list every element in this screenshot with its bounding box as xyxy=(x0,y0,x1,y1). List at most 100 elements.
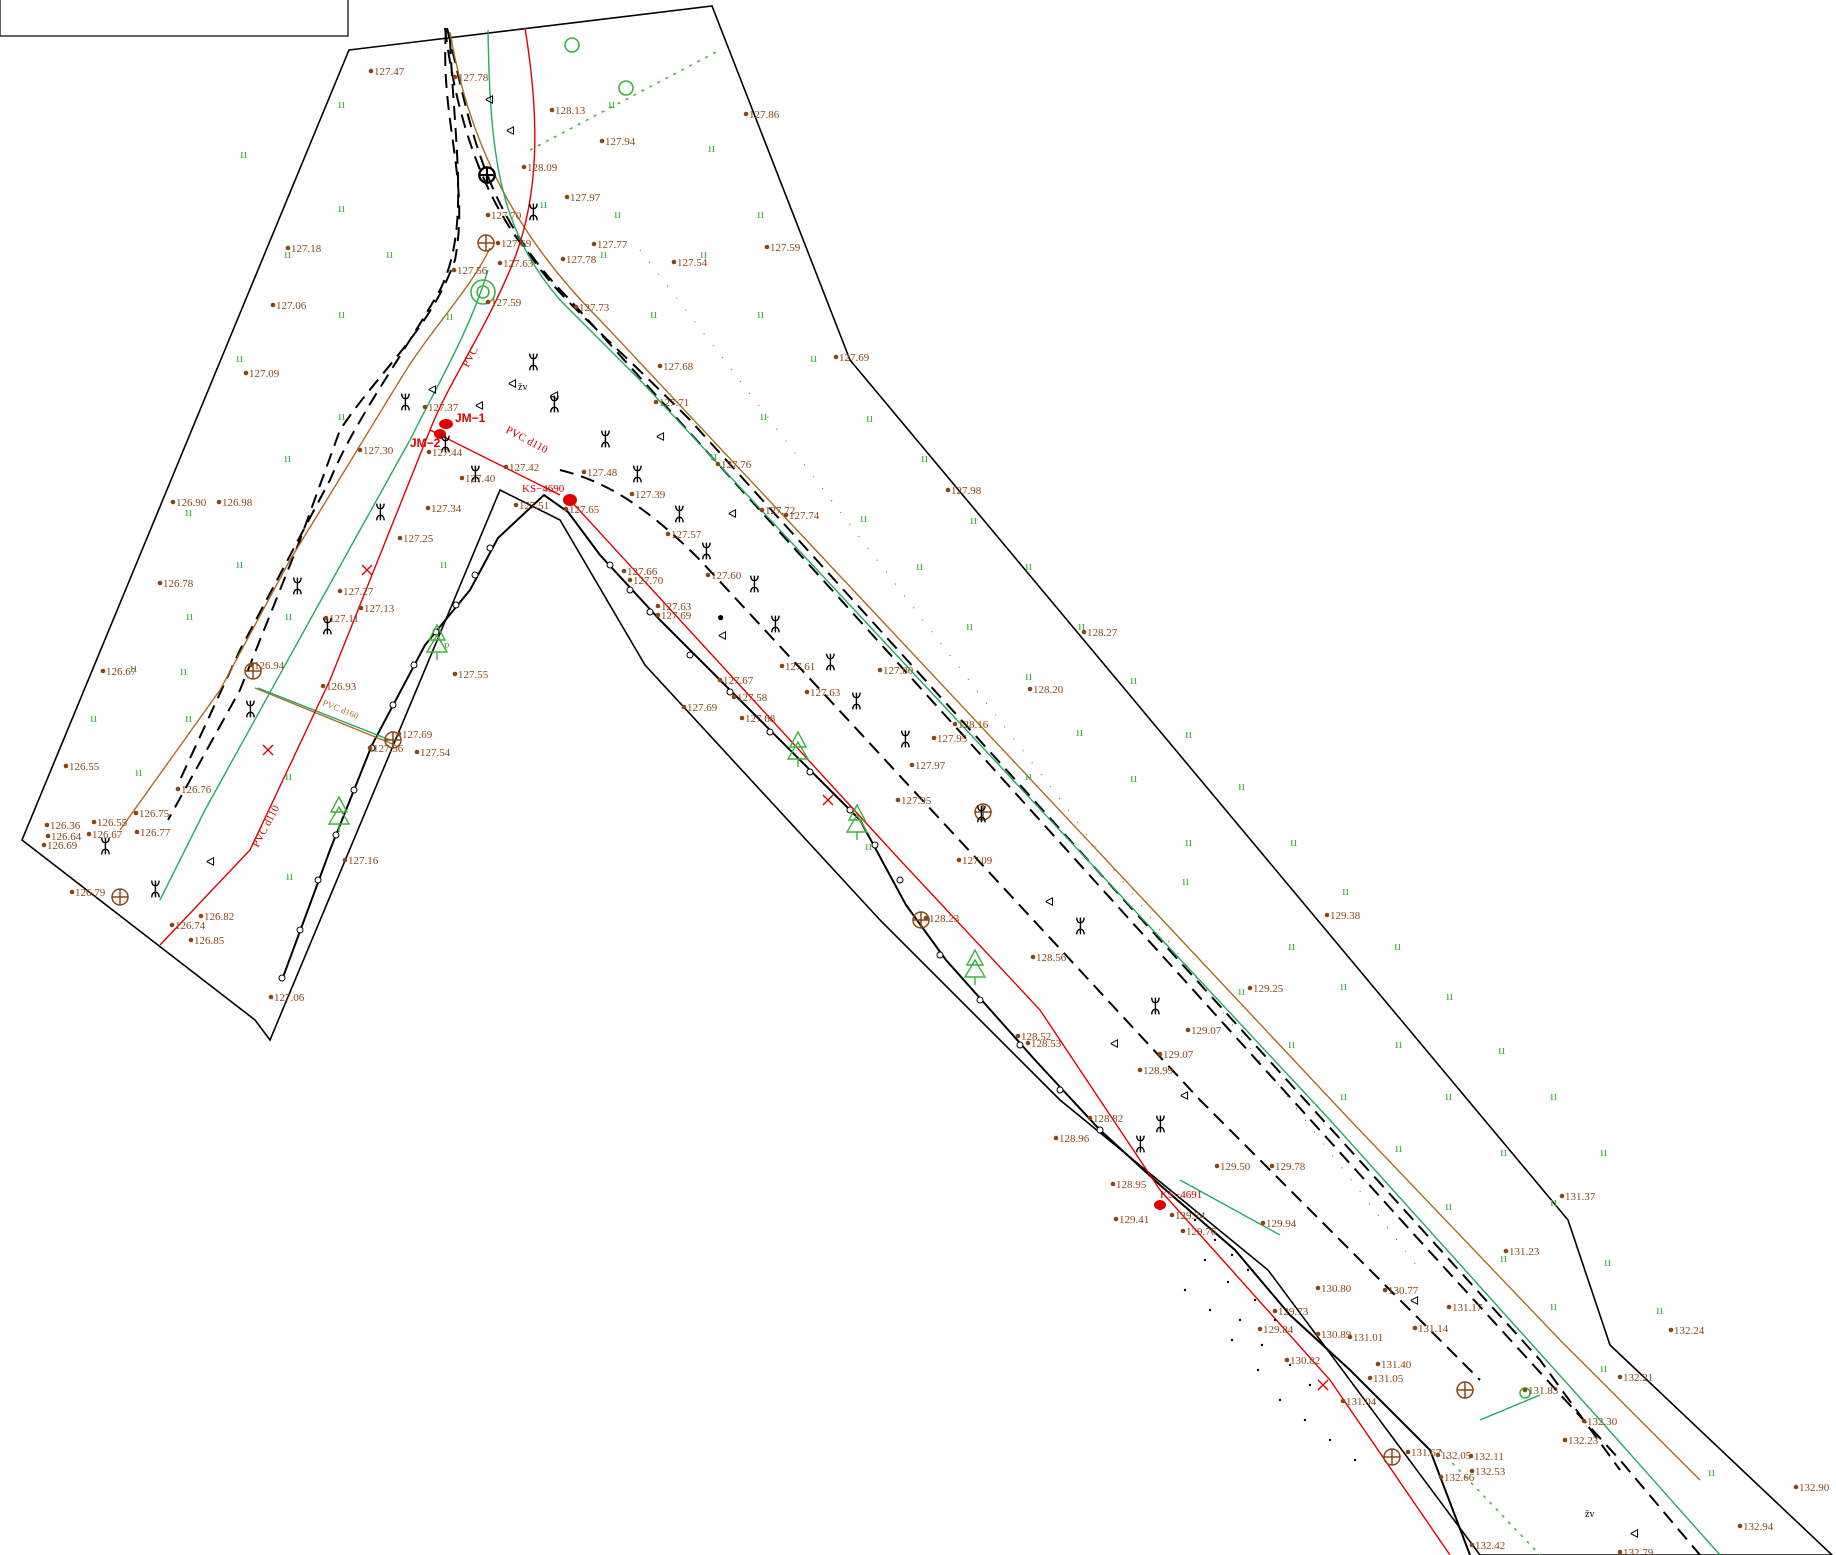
spot-height-label: 131.14 xyxy=(1418,1323,1449,1335)
svg-text:ᛯ: ᛯ xyxy=(292,576,303,596)
spot-height-label: 127.42 xyxy=(509,462,539,474)
svg-text:ıı: ıı xyxy=(338,306,346,321)
svg-text:ıı: ıı xyxy=(1238,983,1246,998)
svg-text:ᐊ: ᐊ xyxy=(206,855,215,869)
svg-text:ıı: ıı xyxy=(1182,873,1190,888)
spot-height-label: 129.50 xyxy=(1220,1161,1251,1173)
spot-height-label: 127.06 xyxy=(274,992,305,1004)
spot-point xyxy=(1340,1398,1346,1404)
svg-text:ıı: ıı xyxy=(284,450,292,465)
svg-text:ıı: ıı xyxy=(1600,1144,1608,1159)
spot-height-label: 131.83 xyxy=(1528,1385,1559,1397)
svg-text:ıı: ıı xyxy=(440,556,448,571)
spot-point xyxy=(1375,1361,1381,1367)
svg-text:ıı: ıı xyxy=(608,96,616,111)
spot-height-label: 127.40 xyxy=(465,473,496,485)
spot-point xyxy=(368,68,374,74)
spot-point xyxy=(1272,1308,1278,1314)
spot-height-label: 130.80 xyxy=(1321,1283,1352,1295)
spot-height-label: 126.85 xyxy=(194,935,225,947)
label-zv-a: žv xyxy=(518,382,527,393)
spot-height-label: 131.01 xyxy=(1353,1332,1383,1344)
svg-text:ıı: ıı xyxy=(240,146,248,161)
spot-height-label: 126.76 xyxy=(181,784,212,796)
svg-text:ᐊ: ᐊ xyxy=(550,389,559,403)
spot-height-label: 130.89 xyxy=(1321,1329,1352,1341)
spot-height-label: 128.96 xyxy=(1059,1133,1090,1145)
spot-height-label: 127.39 xyxy=(635,489,666,501)
spot-point xyxy=(833,354,839,360)
spot-point xyxy=(1113,1216,1119,1222)
spot-height-label: 126.79 xyxy=(75,887,106,899)
spot-point xyxy=(320,683,326,689)
spot-height-label: 132.11 xyxy=(1474,1451,1504,1463)
red-crosses xyxy=(262,564,1329,1391)
spot-point xyxy=(655,612,661,618)
spot-height-label: 127.56 xyxy=(457,265,488,277)
spot-point xyxy=(804,689,810,695)
spot-height-label: 127.59 xyxy=(491,297,522,309)
svg-text:ıı: ıı xyxy=(1656,1302,1664,1317)
spot-point xyxy=(1247,985,1253,991)
spot-point xyxy=(945,487,951,493)
spot-point xyxy=(285,245,291,251)
tree-icon xyxy=(963,948,987,985)
title-block-frame xyxy=(0,0,349,37)
svg-text:ıı: ıı xyxy=(710,448,718,463)
svg-text:ᛯ: ᛯ xyxy=(600,429,611,449)
spot-point xyxy=(521,164,527,170)
spot-point xyxy=(1214,1163,1220,1169)
svg-text:ıı: ıı xyxy=(1130,770,1138,785)
svg-text:ᐊ: ᐊ xyxy=(1045,895,1054,909)
spot-height-label: 128.99 xyxy=(1143,1065,1174,1077)
svg-text:ᐊ: ᐊ xyxy=(485,93,494,107)
spot-height-label: 131.05 xyxy=(1373,1373,1404,1385)
spot-point xyxy=(397,535,403,541)
spot-point xyxy=(743,111,749,117)
grass-markers: ıı ıı ıı ıı ıı ıı ıı ıı ıı ıı ıı ıı ıı ıı ıı ıı ıı ıı… xyxy=(90,96,1716,1479)
svg-text:ıı: ıı xyxy=(185,710,193,725)
manhole-icon xyxy=(912,911,930,929)
spot-point xyxy=(1668,1327,1674,1333)
spot-height-label: 127.69 xyxy=(501,238,532,250)
spot-point xyxy=(717,677,723,683)
svg-text:ᛯ: ᛯ xyxy=(900,729,911,749)
spot-point xyxy=(422,404,428,410)
svg-text:ıı: ıı xyxy=(286,868,294,883)
spot-height-label: 127.67 xyxy=(723,675,754,687)
label-ks4691: KS−4691 xyxy=(1160,1189,1202,1201)
spot-height-label: 127.74 xyxy=(789,510,820,522)
spot-point xyxy=(627,577,633,583)
spot-point xyxy=(358,605,364,611)
spot-point xyxy=(1522,1387,1528,1393)
svg-text:ıı: ıı xyxy=(1446,988,1454,1003)
manholes xyxy=(111,234,1474,1466)
spot-point xyxy=(1438,1474,1444,1480)
spot-height-label: 131.04 xyxy=(1346,1396,1377,1408)
spot-point xyxy=(655,603,661,609)
spot-height-label: 127.95 xyxy=(937,733,968,745)
spot-point xyxy=(1169,1212,1175,1218)
spot-height-label: 127.66 xyxy=(627,566,658,578)
parcel-boundary xyxy=(21,5,1834,1555)
spot-point xyxy=(1324,912,1330,918)
svg-text:ıı: ıı xyxy=(1238,778,1246,793)
svg-text:ıı: ıı xyxy=(386,246,394,261)
label-jm1: JM−1 xyxy=(455,411,486,425)
spot-point xyxy=(1315,1285,1321,1291)
spot-point xyxy=(877,667,883,673)
svg-text:ᐊ: ᐊ xyxy=(506,124,515,138)
spot-height-label: 127.71 xyxy=(659,397,689,409)
svg-text:ᛯ: ᛯ xyxy=(528,352,539,372)
spot-point xyxy=(1284,1357,1290,1363)
svg-text:ᐊ: ᐊ xyxy=(1410,1294,1419,1308)
svg-text:ᐊ: ᐊ xyxy=(1630,1527,1639,1541)
tree-icon xyxy=(786,730,810,767)
spot-height-label: 132.53 xyxy=(1475,1466,1506,1478)
spot-height-label: 127.09 xyxy=(962,855,993,867)
direction-ticks: ᐊ ᐊ ᐊ ᐊ ᐊ ᐊ ᐊ ᐊ ᐊ ᐊ ᐊ ᐊ ᐊ ᐊ ᐊ ● xyxy=(206,93,1639,1541)
spot-height-label: 127.95 xyxy=(901,795,932,807)
spot-point xyxy=(564,194,570,200)
spot-height-label: 127.30 xyxy=(363,445,394,457)
spot-point xyxy=(952,721,958,727)
